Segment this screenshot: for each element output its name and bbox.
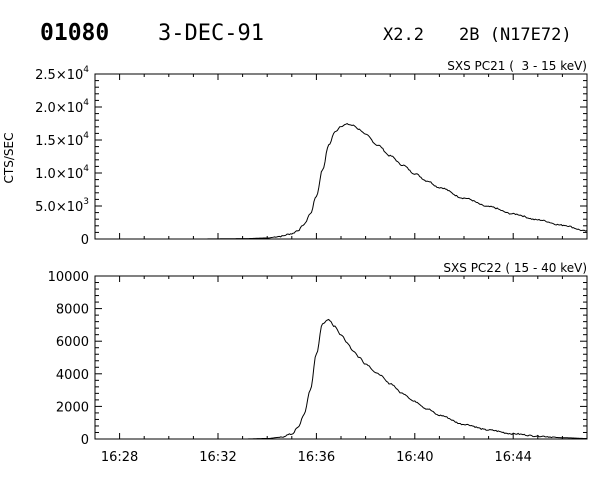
x-tick-label: 16:32	[199, 450, 236, 465]
optical-class: 2B (N17E72)	[459, 25, 572, 45]
x-tick-labels: 16:28 16:32 16:36 16:40 16:44	[101, 450, 532, 465]
y-tick-label: 2.5×104	[35, 65, 89, 83]
panel-pc22-title: SXS PC22 ( 15 - 40 keV)	[443, 261, 587, 275]
goes-class: X2.2	[383, 25, 424, 45]
panel-pc21-ticks	[94, 73, 588, 240]
y-tick-label: 0	[81, 433, 89, 448]
panel-pc22-ticks	[94, 275, 588, 440]
panel-pc22: SXS PC22 ( 15 - 40 keV) 0 2000 4000 6000 800…	[48, 261, 588, 465]
y-tick-label: 1.5×104	[35, 131, 89, 149]
series-pc22-line	[95, 318, 587, 440]
y-tick-label: 2000	[56, 400, 89, 415]
panel-pc22-y-tick-labels: 0 2000 4000 6000 8000 10000	[48, 270, 89, 448]
panel-pc21-title: SXS PC21 ( 3 - 15 keV)	[447, 59, 587, 73]
y-tick-label: 8000	[56, 303, 89, 318]
series-pc21-line	[95, 122, 588, 240]
x-tick-label: 16:36	[298, 450, 335, 465]
event-date: 3-DEC-91	[158, 21, 264, 46]
panel-pc21-frame	[94, 73, 588, 240]
y-tick-label: 0	[81, 233, 89, 248]
y-tick-label: 10000	[48, 270, 89, 285]
y-tick-label: 1.0×104	[35, 164, 89, 182]
y-tick-label: 2.0×104	[35, 98, 89, 116]
panel-pc21: SXS PC21 ( 3 - 15 keV) CTS/SEC 0 5.0×103 1…	[2, 59, 588, 248]
x-tick-label: 16:44	[494, 450, 531, 465]
y-tick-label: 5.0×103	[35, 197, 89, 215]
y-tick-label: 6000	[56, 335, 89, 350]
y-tick-label: 4000	[56, 368, 89, 383]
panel-pc22-frame	[94, 275, 588, 440]
panel-pc21-y-tick-labels: 0 5.0×103 1.0×104 1.5×104 2.0×104 2.5×104	[35, 65, 89, 248]
x-tick-label: 16:40	[396, 450, 433, 465]
y-axis-label: CTS/SEC	[2, 133, 16, 184]
x-tick-label: 16:28	[101, 450, 138, 465]
event-id: 01080	[40, 20, 109, 46]
